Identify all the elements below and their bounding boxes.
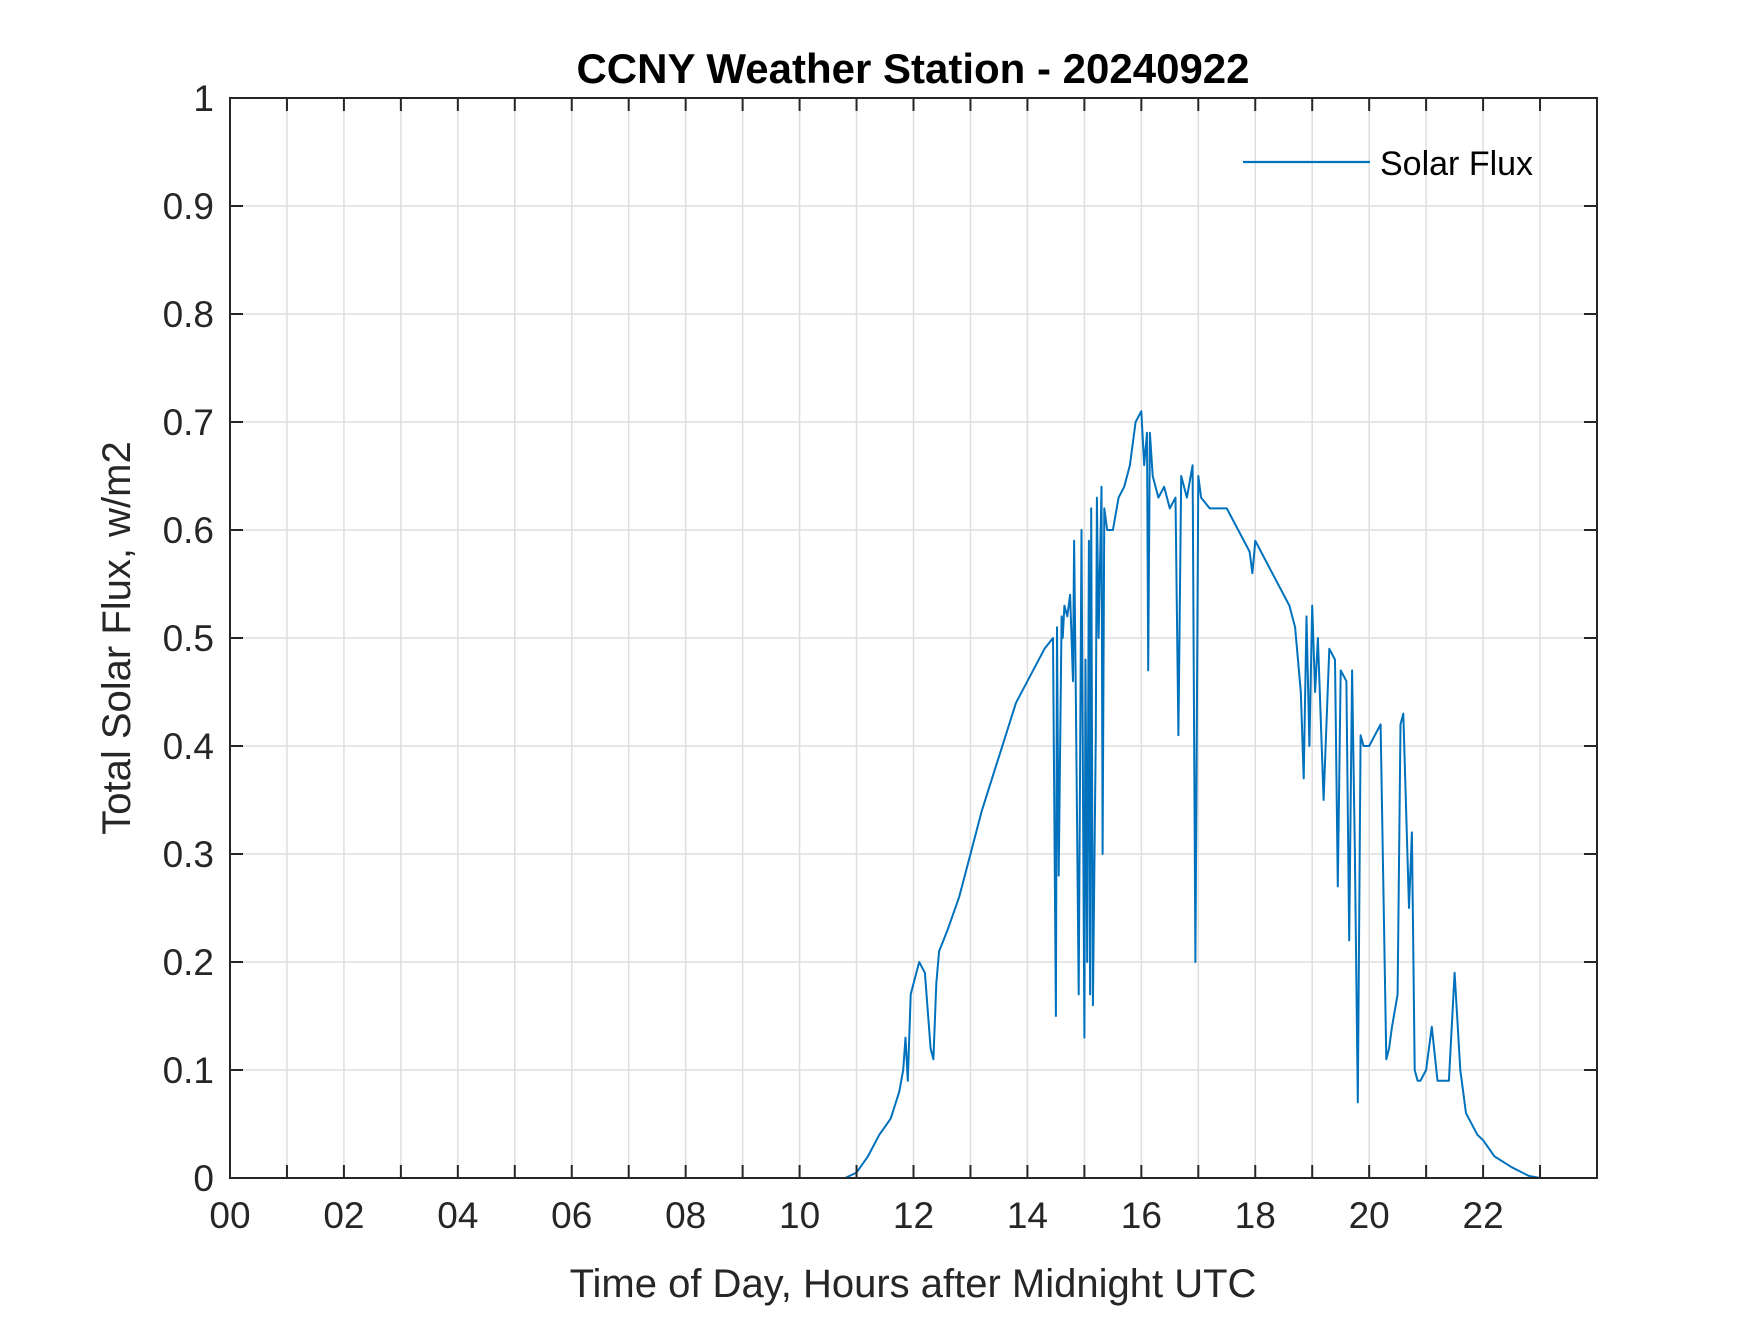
y-tick-label: 0.2 — [163, 942, 214, 983]
series-line-solar-flux — [229, 410, 1598, 1179]
tick-marks — [229, 97, 1597, 1179]
x-tick-label: 18 — [1235, 1195, 1276, 1236]
x-tick-label: 04 — [437, 1195, 478, 1236]
y-tick-label: 0.5 — [163, 618, 214, 659]
y-tick-label: 0.4 — [163, 726, 214, 767]
chart-title: CCNY Weather Station - 20240922 — [576, 45, 1249, 92]
legend: Solar Flux — [1243, 145, 1533, 183]
y-tick-label: 0.6 — [163, 510, 214, 551]
x-tick-label: 08 — [665, 1195, 706, 1236]
y-tick-labels: 0 0.1 0.2 0.3 0.4 0.5 0.6 0.7 0.8 0.9 1 — [163, 78, 214, 1199]
legend-label-solar-flux: Solar Flux — [1380, 145, 1533, 183]
y-tick-label: 0.3 — [163, 834, 214, 875]
x-tick-label: 10 — [779, 1195, 820, 1236]
y-tick-label: 0.8 — [163, 294, 214, 335]
x-tick-labels: 00 02 04 06 08 10 12 14 16 18 20 22 — [209, 1195, 1503, 1236]
y-axis-label: Total Solar Flux, w/m2 — [95, 441, 139, 834]
x-tick-label: 02 — [323, 1195, 364, 1236]
x-tick-label: 14 — [1007, 1195, 1048, 1236]
x-axis-label: Time of Day, Hours after Midnight UTC — [570, 1262, 1257, 1306]
x-tick-label: 12 — [893, 1195, 934, 1236]
x-tick-label: 20 — [1349, 1195, 1390, 1236]
x-tick-label: 06 — [551, 1195, 592, 1236]
series-layer — [229, 410, 1598, 1179]
y-tick-label: 0 — [193, 1158, 214, 1199]
x-tick-label: 16 — [1121, 1195, 1162, 1236]
y-tick-label: 0.7 — [163, 402, 214, 443]
y-tick-label: 1 — [193, 78, 214, 119]
x-tick-label: 22 — [1463, 1195, 1504, 1236]
y-tick-label: 0.1 — [163, 1050, 214, 1091]
x-tick-label: 00 — [209, 1195, 250, 1236]
y-tick-label: 0.9 — [163, 186, 214, 227]
